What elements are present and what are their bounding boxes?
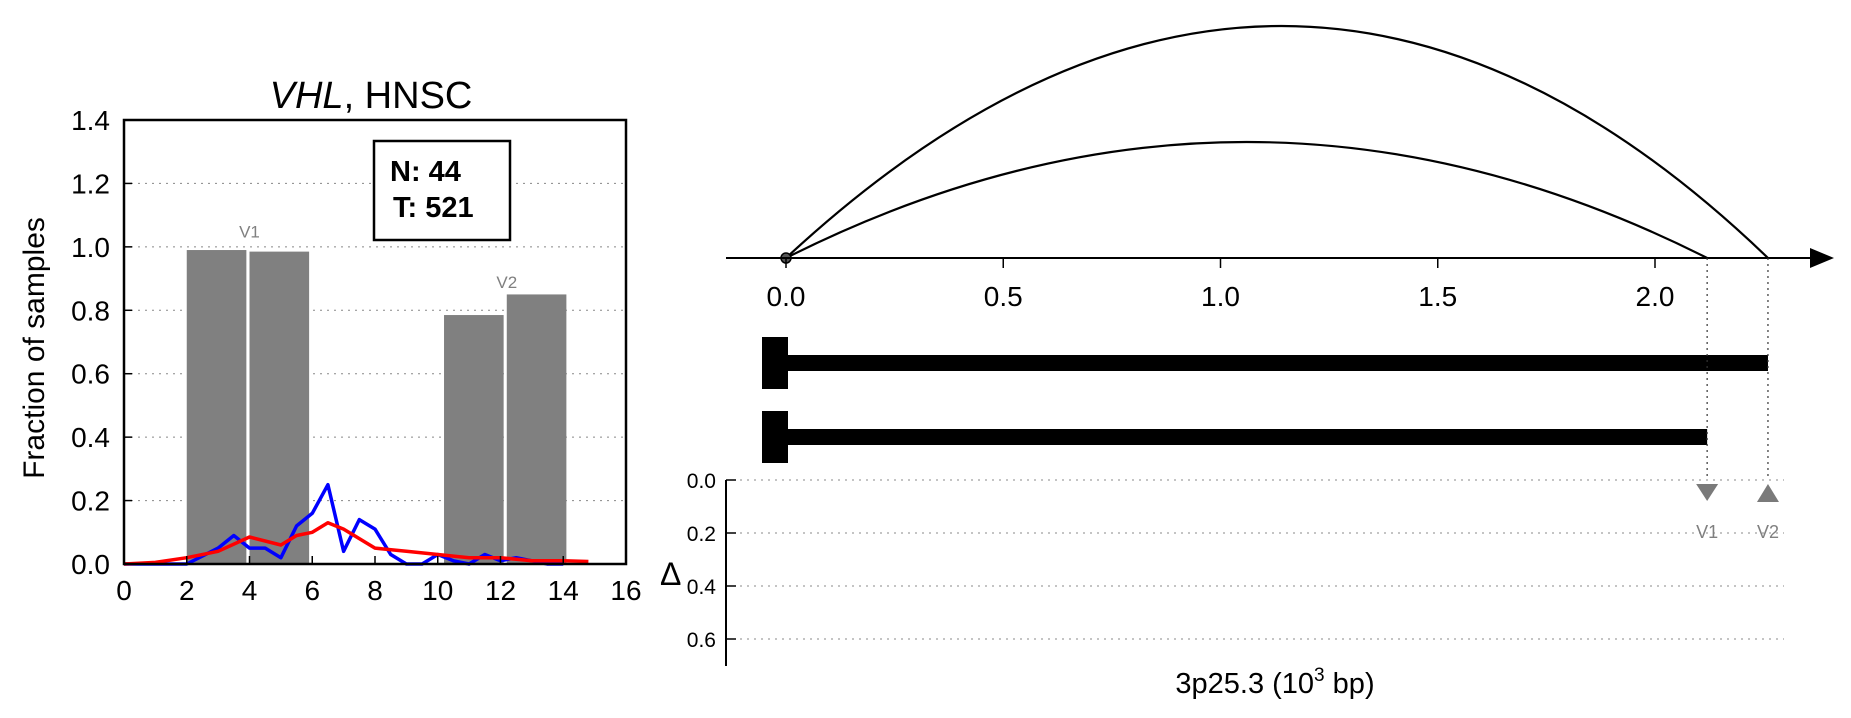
axis-arrowhead <box>1810 248 1834 268</box>
y-tick-label: 0.0 <box>71 549 110 580</box>
delta-tick-label: 0.4 <box>687 576 717 599</box>
y-tick-label: 1.2 <box>71 168 110 199</box>
delta-tick-label: 0.6 <box>687 629 716 652</box>
y-tick-label: 1.4 <box>71 105 110 136</box>
chart-title: VHL, HNSC <box>270 75 473 117</box>
transcript-exon <box>762 411 788 463</box>
bar-group-label: V2 <box>496 273 517 292</box>
transcript-exon <box>762 337 788 389</box>
x-tick-label: 8 <box>367 575 383 606</box>
y-axis-label: Fraction of samples <box>18 217 51 479</box>
counts-box: N: 44 T: 521 <box>372 139 512 242</box>
delta-symbol: Δ <box>660 556 681 592</box>
junction-arc <box>785 24 1769 259</box>
junction-arcs <box>780 24 1769 264</box>
genomic-x-tick-label: 0.5 <box>984 281 1023 312</box>
transcript-body <box>786 355 1768 371</box>
y-tick-labels: 0.0 0.2 0.4 0.6 0.8 1.0 1.2 1.4 <box>71 105 110 580</box>
normal-count: N: 44 <box>390 156 461 188</box>
series-line <box>124 482 564 566</box>
genomic-x-ticks: 0.0 0.5 1.0 1.5 2.0 <box>767 258 1675 312</box>
bar <box>249 251 310 564</box>
bar <box>506 294 567 564</box>
plot-frame <box>122 118 628 566</box>
y-tick-label: 0.6 <box>71 359 110 390</box>
transcripts <box>762 337 1768 463</box>
variant-marker <box>1696 484 1719 501</box>
x-tick-label: 14 <box>548 575 579 606</box>
bar <box>444 315 504 564</box>
bars: V1 V2 <box>186 222 567 564</box>
x-tick-label: 12 <box>485 575 516 606</box>
y-tick-label: 0.4 <box>71 422 110 453</box>
genomic-x-axis-label: 3p25.3 (103 bp) <box>1175 665 1374 700</box>
y-tick-label: 0.8 <box>71 295 110 326</box>
x-tick-labels: 0 2 4 6 8 10 12 14 16 <box>116 575 641 606</box>
genomic-x-tick-label: 0.0 <box>767 281 806 312</box>
counts-box-frame <box>372 139 512 242</box>
genomic-x-tick-label: 1.0 <box>1201 281 1240 312</box>
x-tick-label: 0 <box>116 575 132 606</box>
variant-marker <box>1756 484 1779 502</box>
x-tick-label: 4 <box>242 575 258 606</box>
junction-arc <box>785 140 1708 259</box>
x-tick-label: 2 <box>179 575 195 606</box>
genomic-x-tick-label: 2.0 <box>1636 281 1675 312</box>
tumor-count: T: 521 <box>393 192 474 224</box>
bar-group-label: V1 <box>239 222 260 241</box>
y-tick-label: 0.2 <box>71 486 110 517</box>
delta-tick-label: 0.2 <box>687 523 716 546</box>
x-tick-label: 6 <box>304 575 320 606</box>
delta-tick-label: 0.0 <box>687 470 716 493</box>
x-tick-label: 10 <box>422 575 453 606</box>
marker-guides <box>1706 258 1769 478</box>
splice-junction-diagram: 0.0 0.5 1.0 1.5 2.0 Δ 0.0 0.2 0.4 0.6 V1 V2 3p25… <box>660 24 1834 700</box>
y-tick-label: 1.0 <box>71 232 110 263</box>
bar <box>186 250 247 564</box>
x-tick-label: 16 <box>610 575 641 606</box>
variant-markers: V1 V2 <box>1696 484 1779 542</box>
variant-marker-label: V2 <box>1757 522 1779 542</box>
delta-axis: Δ 0.0 0.2 0.4 0.6 <box>660 470 1784 666</box>
genomic-x-tick-label: 1.5 <box>1418 281 1457 312</box>
variant-marker-label: V1 <box>1696 522 1718 542</box>
transcript-body <box>786 429 1708 445</box>
